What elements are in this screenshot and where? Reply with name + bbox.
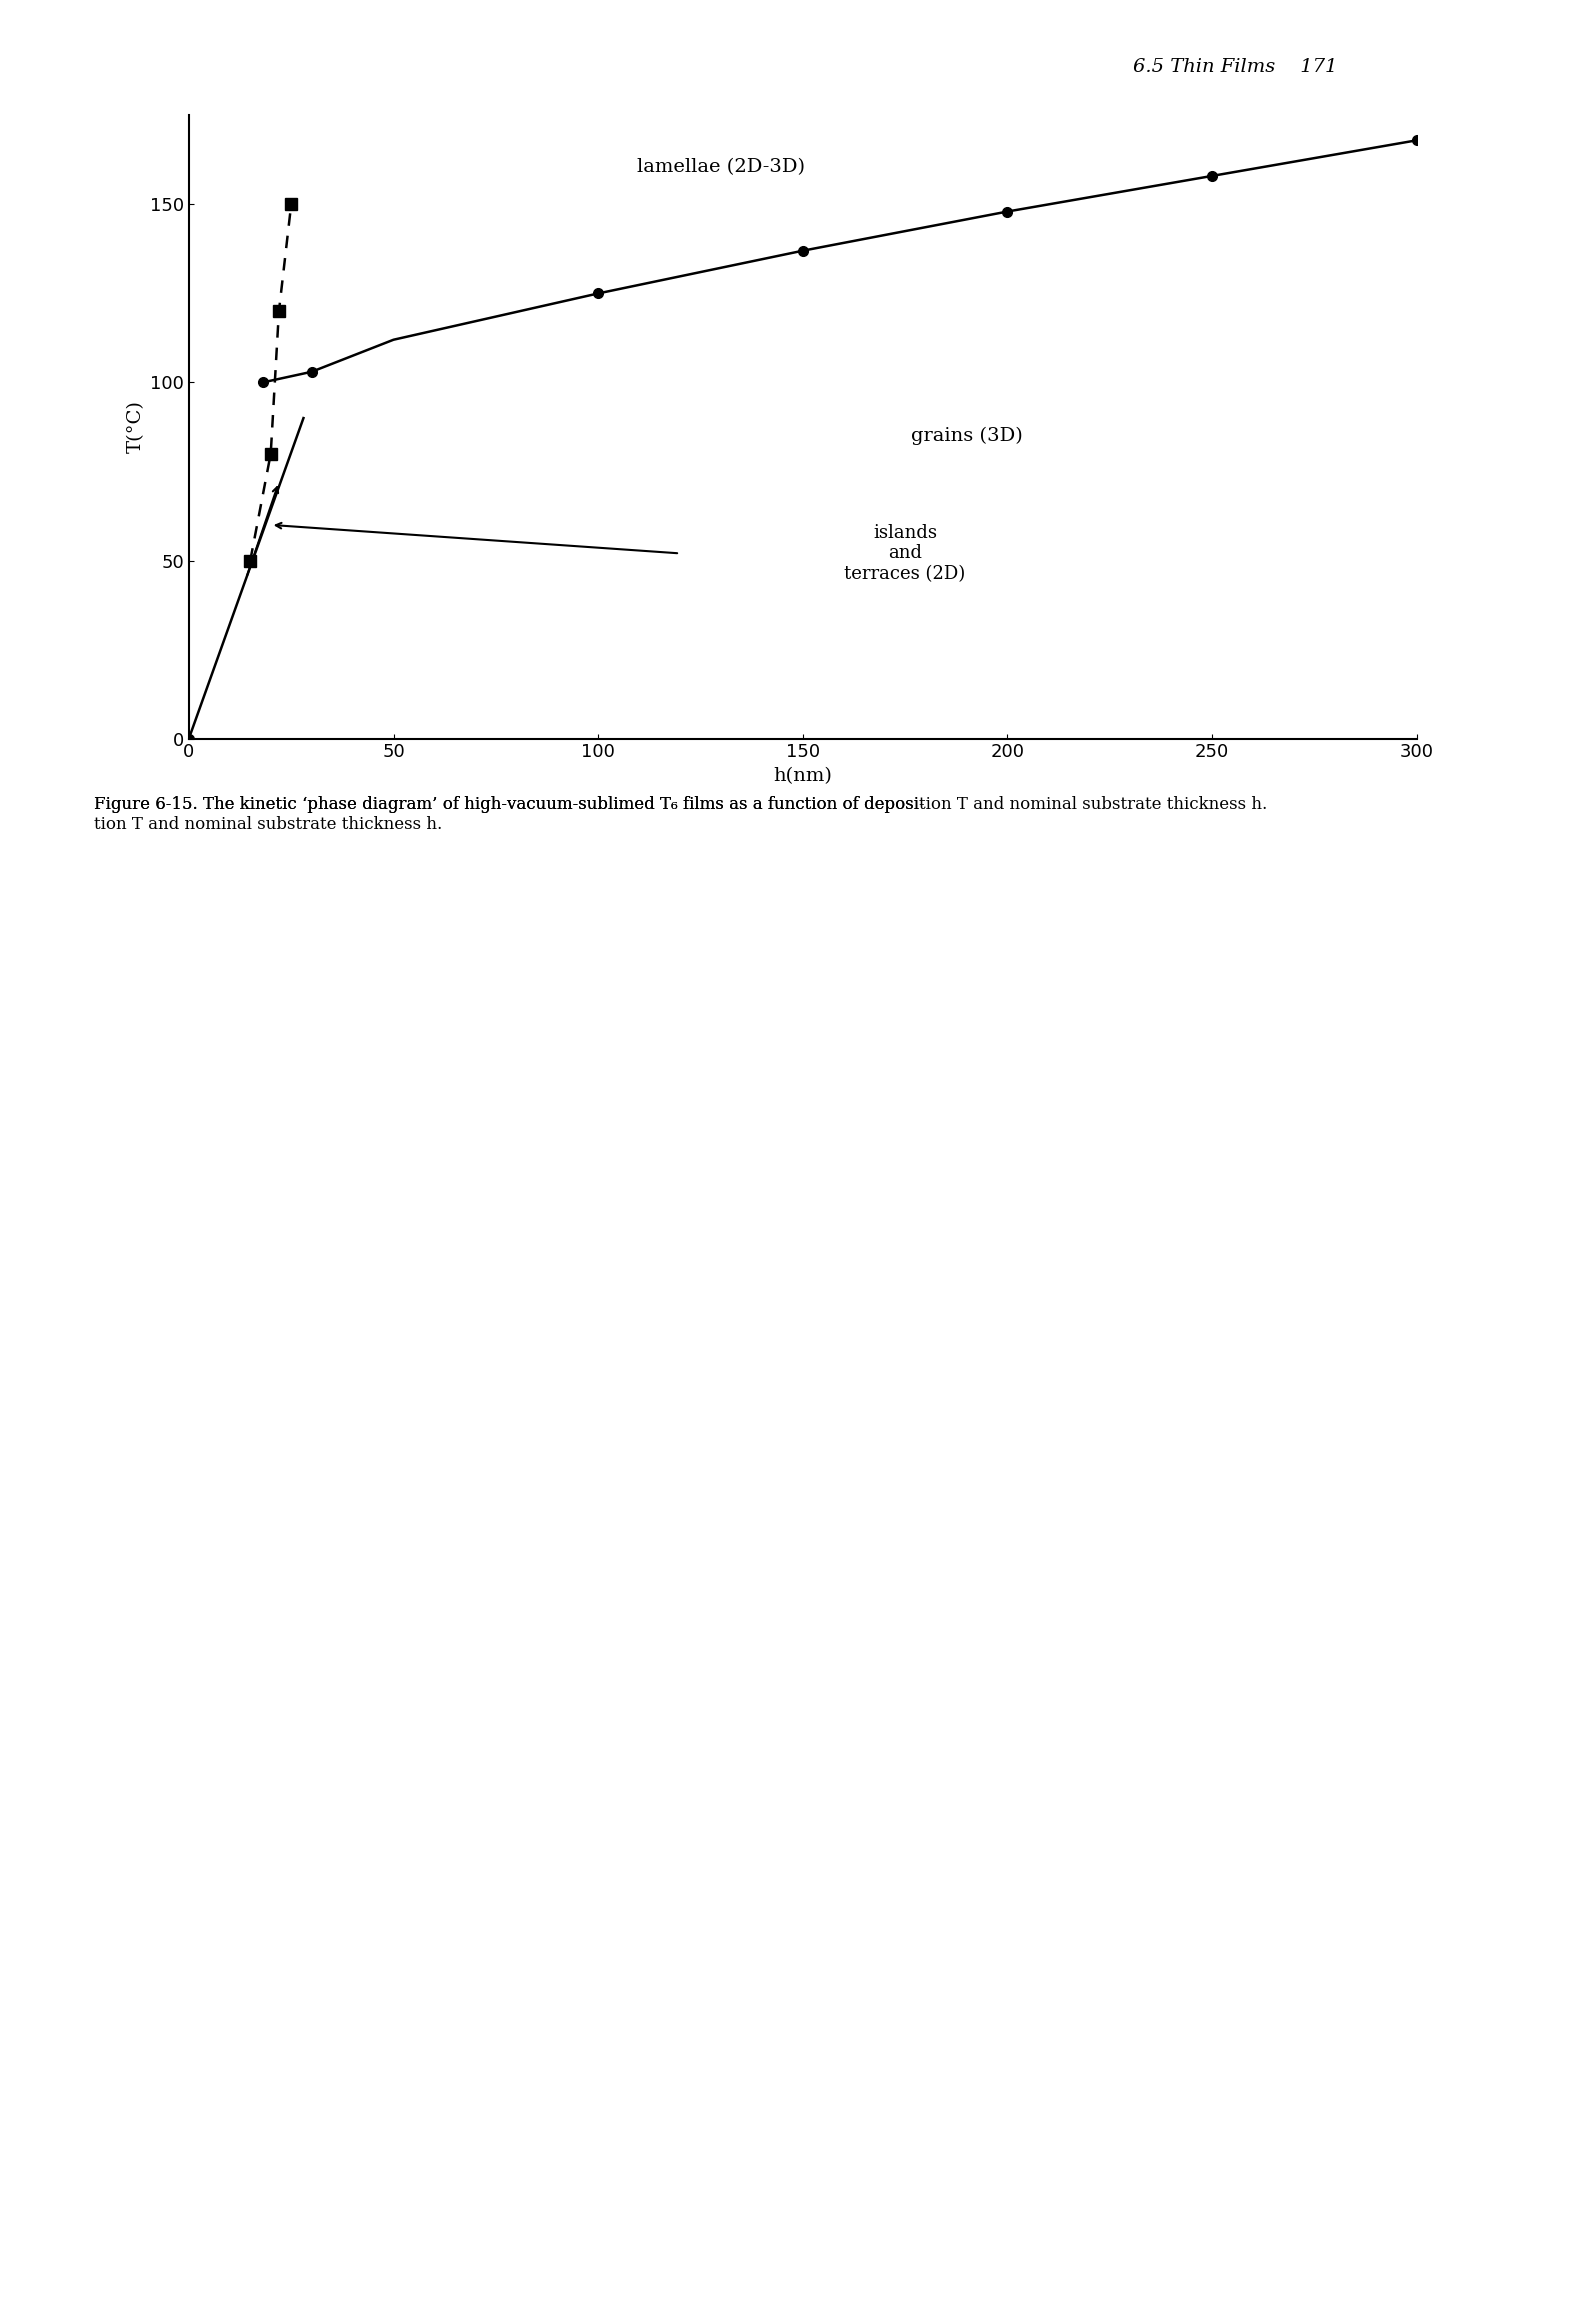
Y-axis label: T(°C): T(°C): [126, 402, 145, 452]
Text: 6.5 Thin Films    171: 6.5 Thin Films 171: [1133, 58, 1338, 76]
Text: Figure 6-15. The kinetic ‘phase diagram’ of high-vacuum-sublimed T₆ films as a f: Figure 6-15. The kinetic ‘phase diagram’…: [94, 796, 926, 833]
Text: grains (3D): grains (3D): [911, 427, 1022, 445]
Text: lamellae (2D-3D): lamellae (2D-3D): [637, 157, 804, 175]
X-axis label: h(nm): h(nm): [773, 766, 833, 785]
Text: Figure 6-15. The kinetic ‘phase diagram’ of high-vacuum-sublimed T₆ films as a f: Figure 6-15. The kinetic ‘phase diagram’…: [94, 796, 1267, 812]
Text: islands
and
terraces (2D): islands and terraces (2D): [844, 524, 966, 584]
